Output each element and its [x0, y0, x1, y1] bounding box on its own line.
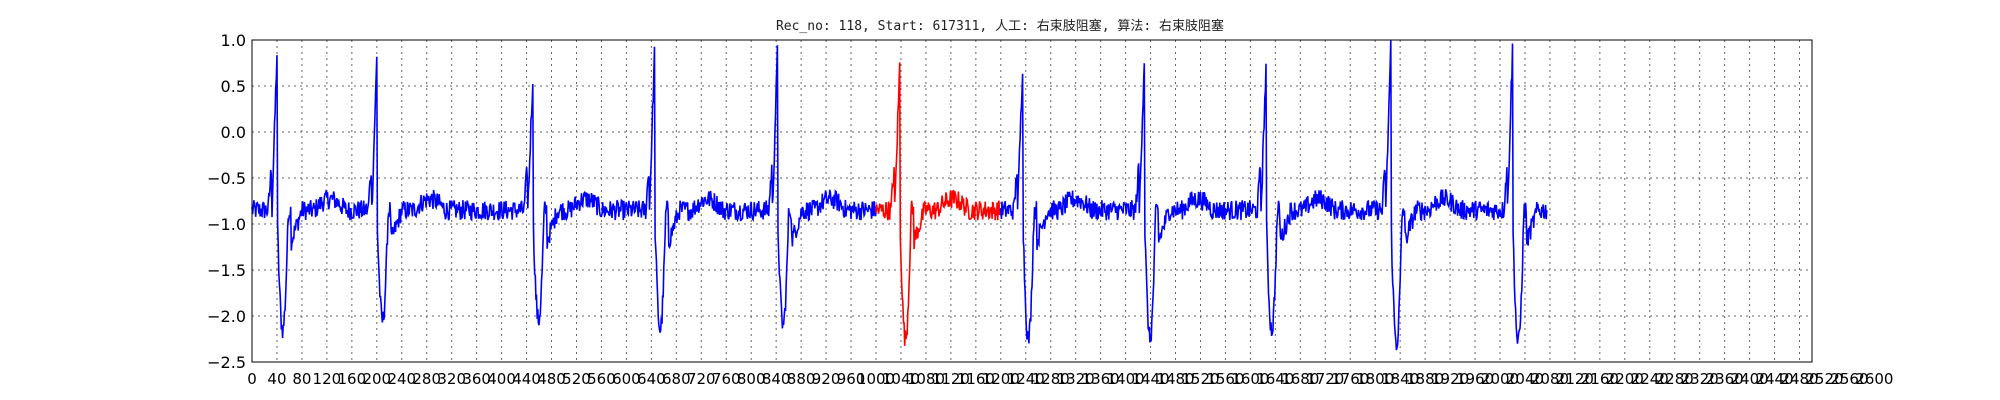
- x-tick-label: 2320: [1681, 370, 1719, 388]
- x-tick-label: 1800: [1356, 370, 1394, 388]
- x-tick-label: 1480: [1156, 370, 1194, 388]
- x-tick-label: 120: [313, 370, 342, 388]
- x-tick-label: 920: [812, 370, 841, 388]
- x-tick-label: 1680: [1281, 370, 1319, 388]
- x-tick-label: 1440: [1131, 370, 1169, 388]
- x-tick-label: 240: [387, 370, 416, 388]
- x-axis-ticks: 0 40 80 12016020024028032036040044048052056…: [247, 370, 1893, 388]
- x-tick-label: 280: [412, 370, 441, 388]
- plot-frame: [251, 39, 1813, 363]
- x-tick-label: 360: [462, 370, 491, 388]
- ecg-line-red: [875, 62, 1002, 346]
- y-tick-label: −1.0: [207, 215, 246, 234]
- x-tick-label: 2040: [1506, 370, 1544, 388]
- y-tick-label: −0.5: [207, 169, 246, 188]
- x-tick-label: 2160: [1581, 370, 1619, 388]
- x-tick-label: 1640: [1256, 370, 1294, 388]
- chart-title: Rec_no: 118, Start: 617311, 人工: 右束肢阻塞, 算…: [776, 18, 1224, 34]
- x-tick-label: 1400: [1107, 370, 1145, 388]
- x-tick-label: 1080: [907, 370, 945, 388]
- x-tick-label: 1600: [1231, 370, 1269, 388]
- x-tick-label: 2080: [1531, 370, 1569, 388]
- x-tick-label: 1240: [1007, 370, 1045, 388]
- x-tick-label: 680: [662, 370, 691, 388]
- x-tick-label: 640: [637, 370, 666, 388]
- x-tick-label: 1560: [1206, 370, 1244, 388]
- ecg-series: [251, 39, 1548, 351]
- x-tick-label: 40: [267, 370, 286, 388]
- x-tick-label: 1320: [1057, 370, 1095, 388]
- x-tick-label: 480: [537, 370, 566, 388]
- x-tick-label: 720: [687, 370, 716, 388]
- x-tick-label: 1280: [1032, 370, 1070, 388]
- x-tick-label: 2600: [1855, 370, 1893, 388]
- x-tick-label: 1200: [982, 370, 1020, 388]
- y-tick-label: 0.5: [221, 77, 246, 96]
- x-tick-label: 320: [437, 370, 466, 388]
- y-tick-label: 1.0: [221, 31, 246, 50]
- x-tick-label: 800: [737, 370, 766, 388]
- y-tick-label: −2.5: [207, 353, 246, 372]
- x-tick-label: 160: [338, 370, 367, 388]
- x-tick-label: 840: [762, 370, 791, 388]
- x-tick-label: 1360: [1082, 370, 1120, 388]
- x-tick-label: 1760: [1331, 370, 1369, 388]
- ecg-line-blue-1: [251, 45, 877, 339]
- x-tick-label: 1520: [1181, 370, 1219, 388]
- x-tick-label: 80: [292, 370, 311, 388]
- x-tick-label: 2280: [1656, 370, 1694, 388]
- grid-lines: [251, 39, 1812, 363]
- x-tick-label: 1840: [1381, 370, 1419, 388]
- x-tick-label: 2440: [1755, 370, 1793, 388]
- x-tick-label: 1040: [882, 370, 920, 388]
- y-tick-label: −1.5: [207, 261, 246, 280]
- x-tick-label: 400: [487, 370, 516, 388]
- x-tick-label: 960: [837, 370, 866, 388]
- x-tick-label: 1960: [1456, 370, 1494, 388]
- y-tick-label: 0.0: [221, 123, 246, 142]
- x-tick-label: 2120: [1556, 370, 1594, 388]
- x-tick-label: 1920: [1431, 370, 1469, 388]
- x-tick-label: 600: [612, 370, 641, 388]
- x-tick-label: 200: [362, 370, 391, 388]
- ecg-line-blue-2: [1000, 39, 1548, 351]
- x-tick-label: 0: [247, 370, 257, 388]
- x-tick-label: 520: [562, 370, 591, 388]
- x-tick-label: 440: [512, 370, 541, 388]
- x-tick-label: 880: [787, 370, 816, 388]
- x-tick-label: 2560: [1830, 370, 1868, 388]
- x-tick-label: 1120: [932, 370, 970, 388]
- x-tick-label: 2480: [1780, 370, 1818, 388]
- x-tick-label: 2360: [1706, 370, 1744, 388]
- x-tick-label: 1160: [957, 370, 995, 388]
- y-axis-ticks: 1.0 0.5 0.0 −0.5 −1.0 −1.5 −2.0 −2.5: [207, 31, 246, 372]
- x-tick-label: 1720: [1306, 370, 1344, 388]
- x-tick-label: 560: [587, 370, 616, 388]
- x-tick-label: 2000: [1481, 370, 1519, 388]
- x-tick-label: 1000: [857, 370, 895, 388]
- x-tick-label: 760: [712, 370, 741, 388]
- x-tick-label: 2200: [1606, 370, 1644, 388]
- y-tick-label: −2.0: [207, 307, 246, 326]
- x-tick-label: 2520: [1805, 370, 1843, 388]
- x-tick-label: 2400: [1731, 370, 1769, 388]
- x-tick-label: 2240: [1631, 370, 1669, 388]
- x-tick-label: 1880: [1406, 370, 1444, 388]
